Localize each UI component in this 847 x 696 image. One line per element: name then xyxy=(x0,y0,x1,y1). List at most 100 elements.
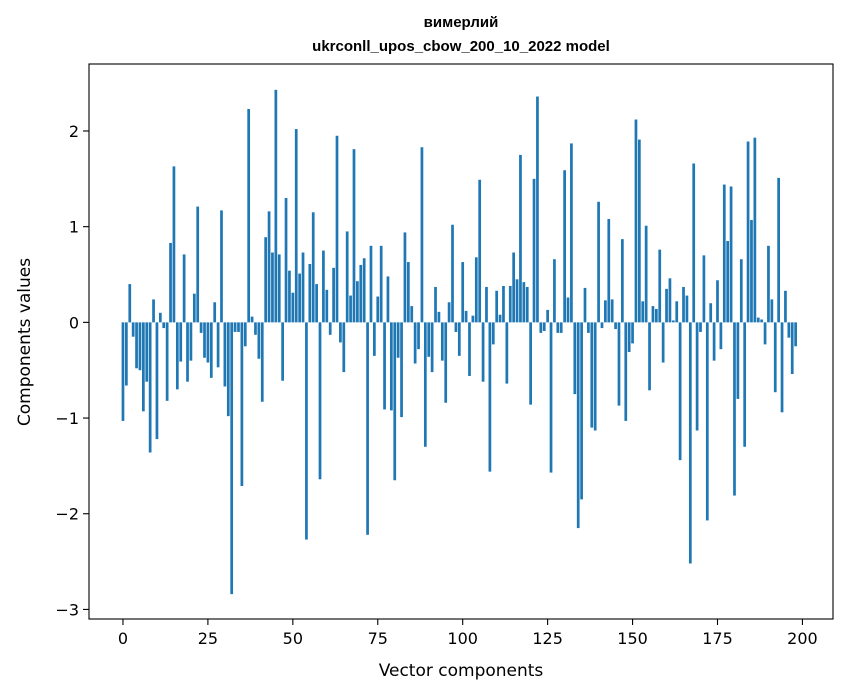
bar xyxy=(128,284,132,323)
y-tick-label: 1 xyxy=(69,218,79,237)
bar xyxy=(739,259,743,323)
bar xyxy=(671,320,675,323)
bar xyxy=(553,259,556,323)
bar xyxy=(566,297,570,323)
bar xyxy=(356,281,359,323)
bar xyxy=(488,322,492,472)
bar xyxy=(641,301,645,323)
bar xyxy=(760,319,764,323)
bar xyxy=(274,89,278,323)
bar xyxy=(546,309,549,323)
bar xyxy=(298,273,301,323)
y-tick-label: −3 xyxy=(55,600,79,619)
bar xyxy=(257,322,261,359)
bar xyxy=(668,278,672,323)
bar xyxy=(583,287,587,323)
bar xyxy=(624,322,628,421)
bar xyxy=(247,108,251,323)
bar xyxy=(658,249,662,323)
bar xyxy=(784,290,787,323)
x-tick-label: 150 xyxy=(617,629,648,648)
bar xyxy=(451,224,454,323)
bar xyxy=(373,322,376,356)
bar xyxy=(393,322,397,481)
bar xyxy=(617,322,621,406)
bar xyxy=(165,322,169,401)
bar xyxy=(627,322,631,353)
bar xyxy=(464,310,468,323)
bar xyxy=(478,179,482,323)
bar xyxy=(767,245,770,323)
bar xyxy=(474,257,478,323)
bar xyxy=(213,302,217,323)
plot-frame xyxy=(88,63,834,620)
bar xyxy=(203,322,206,358)
bar xyxy=(536,96,539,323)
bar xyxy=(604,300,607,323)
bar xyxy=(685,295,689,323)
bar xyxy=(311,212,315,323)
bar xyxy=(587,322,590,333)
bars-group xyxy=(121,89,797,595)
bar xyxy=(396,322,400,358)
bar xyxy=(773,322,777,393)
bar xyxy=(576,322,580,529)
bar xyxy=(325,289,329,323)
bar xyxy=(556,322,560,333)
x-tick-label: 75 xyxy=(368,629,388,648)
bar xyxy=(315,284,318,323)
bar xyxy=(162,322,166,329)
x-tick-label: 25 xyxy=(198,629,218,648)
bar xyxy=(559,322,563,333)
bar xyxy=(481,322,485,382)
bar xyxy=(750,219,753,323)
bar xyxy=(359,264,363,323)
bar xyxy=(305,322,308,540)
bar xyxy=(573,322,577,395)
bar xyxy=(454,322,458,332)
bar xyxy=(525,286,529,323)
bar xyxy=(413,322,417,364)
bar xyxy=(182,254,186,323)
bar xyxy=(440,322,444,361)
bar xyxy=(634,119,638,323)
bar xyxy=(665,288,668,323)
bar xyxy=(610,299,614,323)
bar xyxy=(155,322,159,440)
bar xyxy=(777,177,780,323)
bar xyxy=(125,322,128,386)
y-tick-label: −2 xyxy=(55,505,79,524)
bar xyxy=(763,322,767,345)
bar xyxy=(495,290,499,323)
y-tick-label: −1 xyxy=(55,409,79,428)
bar xyxy=(780,322,784,413)
bar xyxy=(522,282,526,323)
bar xyxy=(308,263,312,323)
x-tick-label: 100 xyxy=(447,629,478,648)
bar xyxy=(230,322,234,595)
bar xyxy=(756,317,760,323)
bar xyxy=(716,280,719,323)
bar xyxy=(593,322,597,431)
bar xyxy=(661,322,665,363)
bar xyxy=(369,245,373,323)
bar xyxy=(614,322,617,330)
y-tick-label: 0 xyxy=(69,313,79,332)
bar xyxy=(447,302,451,323)
bar xyxy=(529,322,532,405)
bar xyxy=(281,322,284,381)
bar xyxy=(145,322,149,382)
bar xyxy=(291,292,295,323)
bar xyxy=(417,322,420,350)
bar xyxy=(678,322,682,461)
bar xyxy=(682,286,685,323)
bar xyxy=(542,322,546,331)
bar xyxy=(250,316,254,323)
bar xyxy=(376,296,380,323)
bar xyxy=(539,322,543,333)
bar xyxy=(233,322,237,332)
bar xyxy=(631,322,634,344)
bar xyxy=(719,322,723,350)
bar xyxy=(142,322,145,412)
